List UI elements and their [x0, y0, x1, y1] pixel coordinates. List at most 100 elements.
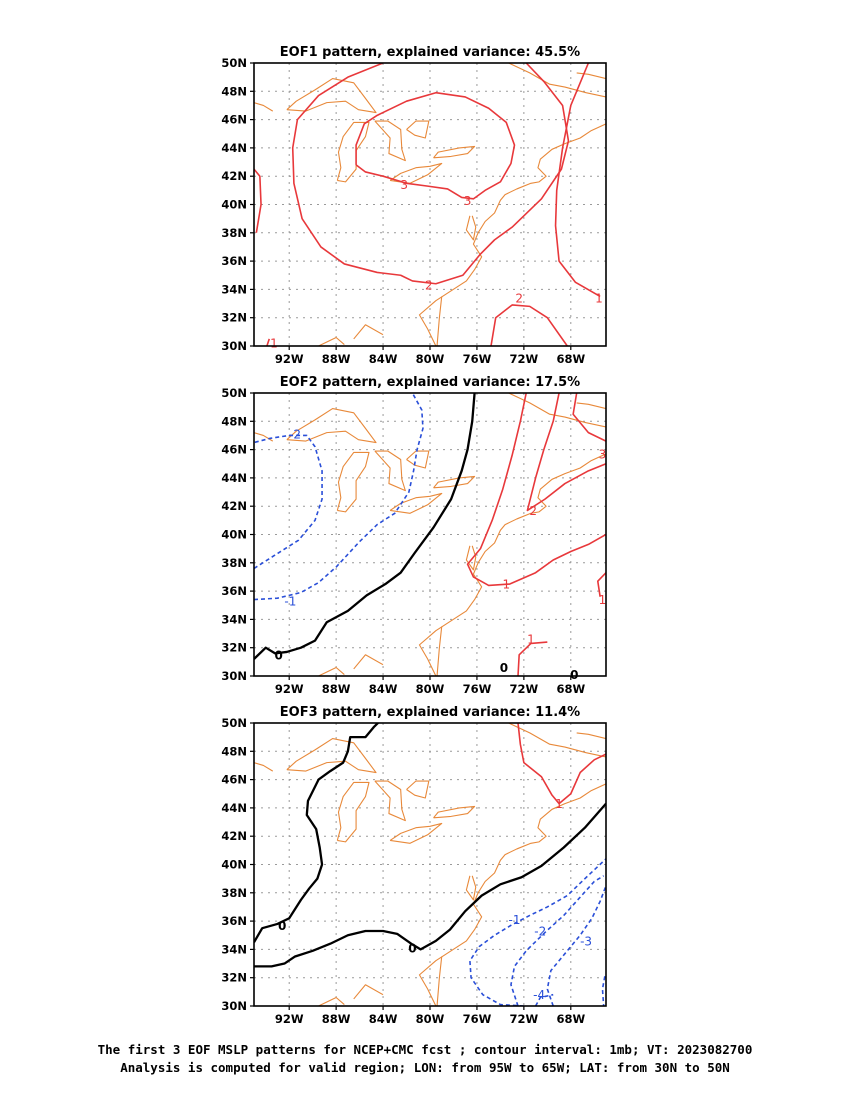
x-tick-label: 68W: [556, 352, 585, 366]
x-tick-label: 80W: [416, 682, 445, 696]
coastline: [254, 762, 274, 772]
contour-label: 0: [278, 919, 286, 933]
y-tick-label: 42N: [221, 829, 247, 843]
y-tick-label: 36N: [221, 584, 247, 598]
x-tick-label: 88W: [322, 1012, 351, 1026]
coastline: [576, 72, 606, 80]
coastline: [374, 120, 406, 162]
contour-label: 3: [599, 447, 607, 461]
coastline: [576, 402, 606, 410]
coastline: [465, 545, 477, 571]
y-tick-label: 48N: [221, 84, 247, 98]
contour-line-1: [266, 338, 271, 346]
contour-label: -4: [533, 988, 545, 1002]
contour-label: 3: [464, 194, 472, 208]
contour-line-1: [554, 63, 601, 298]
coastline: [418, 783, 606, 1006]
coastline: [286, 738, 377, 774]
coastline: [406, 780, 430, 799]
contour-label: 0: [500, 661, 508, 675]
coastline: [336, 781, 370, 843]
coastline: [418, 453, 606, 676]
coastline: [374, 450, 406, 492]
coastline: [433, 475, 476, 489]
y-tick-label: 30N: [221, 339, 247, 353]
y-tick-label: 46N: [221, 113, 247, 127]
y-tick-label: 44N: [221, 471, 247, 485]
x-tick-label: 88W: [322, 352, 351, 366]
contour-line-2: [526, 393, 606, 512]
eof2-panel: EOF2 pattern, explained variance: 17.5% 0…: [221, 375, 607, 696]
coastline: [508, 63, 606, 98]
y-tick-label: 34N: [221, 612, 247, 626]
contour-line-neg1: [469, 858, 606, 1006]
eof1-panel: EOF1 pattern, explained variance: 45.5% 3…: [221, 45, 607, 366]
contour-line-3: [572, 393, 606, 442]
panel-title: EOF2 pattern, explained variance: 17.5%: [280, 375, 580, 390]
x-tick-label: 92W: [275, 352, 304, 366]
contour-label: 2: [515, 291, 523, 305]
coastline: [433, 805, 476, 819]
coastline: [318, 996, 345, 1006]
x-tick-label: 72W: [510, 682, 539, 696]
coastline: [436, 296, 443, 346]
x-tick-label: 80W: [416, 352, 445, 366]
x-tick-label: 84W: [369, 1012, 398, 1026]
coastline: [353, 654, 384, 670]
coastline: [436, 626, 443, 676]
contour-label: 1: [595, 291, 603, 305]
y-tick-label: 50N: [221, 716, 247, 730]
y-tick-label: 34N: [221, 942, 247, 956]
coastline: [406, 450, 430, 469]
x-tick-label: 80W: [416, 1012, 445, 1026]
coastline: [353, 984, 384, 1000]
contour-label: -2: [534, 925, 546, 939]
y-tick-label: 32N: [221, 971, 247, 985]
coastline: [353, 324, 384, 340]
y-tick-label: 48N: [221, 744, 247, 758]
y-tick-label: 50N: [221, 56, 247, 70]
y-tick-label: 30N: [221, 999, 247, 1013]
y-tick-label: 38N: [221, 556, 247, 570]
x-tick-label: 88W: [322, 682, 351, 696]
y-tick-label: 42N: [221, 499, 247, 513]
coastline: [286, 408, 377, 444]
contour-line-neg1: [601, 976, 606, 1006]
y-tick-label: 36N: [221, 254, 247, 268]
coastline: [254, 102, 274, 112]
contour-label: 1: [599, 593, 607, 607]
y-tick-label: 44N: [221, 801, 247, 815]
coastline: [318, 666, 345, 676]
contour-line-1: [466, 393, 606, 587]
contour-label: -3: [580, 934, 592, 948]
contour-label: -2: [289, 428, 301, 442]
coastline: [508, 723, 606, 758]
coastline: [318, 336, 345, 346]
contour-label: 1: [527, 633, 535, 647]
y-tick-label: 32N: [221, 641, 247, 655]
coastline: [465, 875, 477, 901]
contour-line-1: [596, 572, 606, 597]
contour-line-neg4: [534, 993, 554, 1006]
coastline: [389, 162, 443, 184]
y-tick-label: 46N: [221, 443, 247, 457]
x-tick-label: 72W: [510, 352, 539, 366]
y-tick-label: 40N: [221, 198, 247, 212]
contour-line-neg2: [510, 875, 605, 1006]
contour-label: -1: [284, 595, 296, 609]
coastline: [336, 451, 370, 513]
contour-label: 2: [529, 504, 537, 518]
eof3-panel: EOF3 pattern, explained variance: 11.4% 0…: [221, 705, 607, 1026]
y-tick-label: 38N: [221, 886, 247, 900]
x-tick-label: 76W: [463, 352, 492, 366]
contour-label: 3: [400, 178, 408, 192]
contour-line-neg2: [254, 434, 323, 570]
coastline: [389, 822, 443, 844]
y-tick-label: 42N: [221, 169, 247, 183]
coastline: [508, 393, 606, 428]
contour-label: 0: [408, 941, 416, 955]
contour-line-2: [490, 304, 568, 346]
coastline: [436, 956, 443, 1006]
coastline: [389, 492, 443, 514]
